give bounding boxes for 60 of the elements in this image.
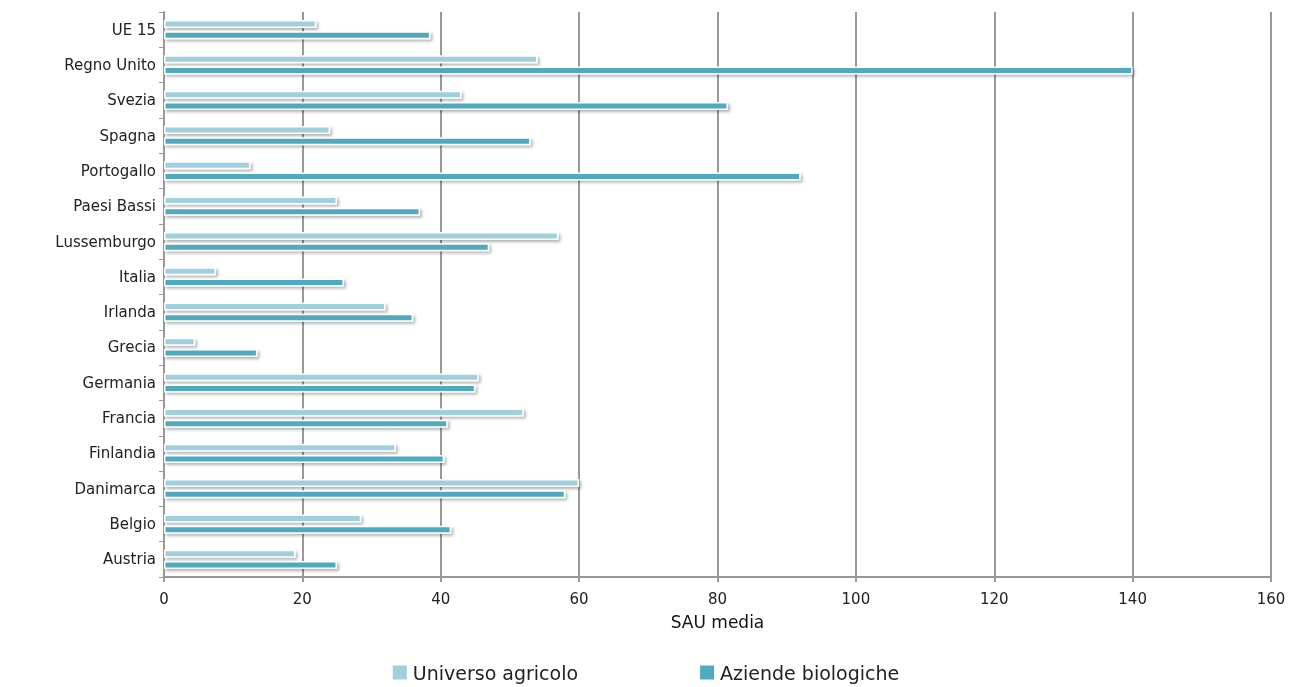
y-tick-label: Francia xyxy=(101,409,156,428)
x-tick-label: 60 xyxy=(569,589,589,608)
x-tick-label: 120 xyxy=(979,589,1009,608)
bar xyxy=(164,161,251,170)
x-tick-label: 0 xyxy=(159,589,169,608)
bar xyxy=(164,125,331,134)
bar xyxy=(164,408,524,417)
bar xyxy=(164,66,1133,75)
bar xyxy=(164,101,728,110)
bar xyxy=(164,243,490,252)
bar xyxy=(164,455,445,464)
y-tick-label: Paesi Bassi xyxy=(73,197,156,216)
y-tick-label: Grecia xyxy=(107,338,156,357)
y-tick-label: Danimarca xyxy=(74,479,156,498)
y-tick-label: Italia xyxy=(118,267,156,286)
x-axis-title: SAU media xyxy=(670,611,765,632)
bar xyxy=(164,278,344,287)
y-tick-label: Svezia xyxy=(107,91,156,110)
bar xyxy=(164,302,386,311)
y-tick-label: Finlandia xyxy=(89,444,156,463)
bar xyxy=(164,55,538,64)
bar xyxy=(164,31,431,40)
y-tick-label: Regno Unito xyxy=(64,55,156,74)
bar xyxy=(164,137,531,146)
bar xyxy=(164,196,337,205)
y-tick-label: Germania xyxy=(82,373,156,392)
bar xyxy=(164,313,414,322)
bar xyxy=(164,384,476,393)
x-tick-label: 20 xyxy=(292,589,312,608)
bar xyxy=(164,231,559,240)
y-tick-label: Austria xyxy=(103,550,156,569)
bar xyxy=(164,514,362,523)
bar xyxy=(164,172,801,181)
bar xyxy=(164,549,296,558)
y-tick-label: Irlanda xyxy=(103,303,156,322)
bar xyxy=(164,373,479,382)
bar xyxy=(164,207,420,216)
x-tick-label: 80 xyxy=(707,589,728,608)
bar xyxy=(164,419,448,428)
bar xyxy=(164,479,580,488)
bar xyxy=(164,525,452,534)
x-tick-label: 160 xyxy=(1256,589,1286,608)
bar xyxy=(164,560,337,569)
legend-label: Aziende biologiche xyxy=(720,661,900,684)
bar xyxy=(164,20,317,29)
bar xyxy=(164,337,196,346)
bar xyxy=(164,443,396,452)
bar xyxy=(164,349,258,358)
bar xyxy=(164,490,566,499)
x-tick-label: 140 xyxy=(1118,589,1147,608)
y-tick-label: Spagna xyxy=(99,126,156,145)
x-tick-label: 100 xyxy=(841,589,871,608)
legend-label: Universo agricolo xyxy=(412,661,579,684)
bar xyxy=(164,267,216,276)
y-tick-label: Lussemburgo xyxy=(55,232,156,251)
x-tick-label: 40 xyxy=(431,589,451,608)
y-tick-label: Belgio xyxy=(109,515,156,534)
bar xyxy=(164,90,462,99)
y-tick-label: Portogallo xyxy=(80,161,156,180)
y-tick-label: UE 15 xyxy=(111,20,156,39)
